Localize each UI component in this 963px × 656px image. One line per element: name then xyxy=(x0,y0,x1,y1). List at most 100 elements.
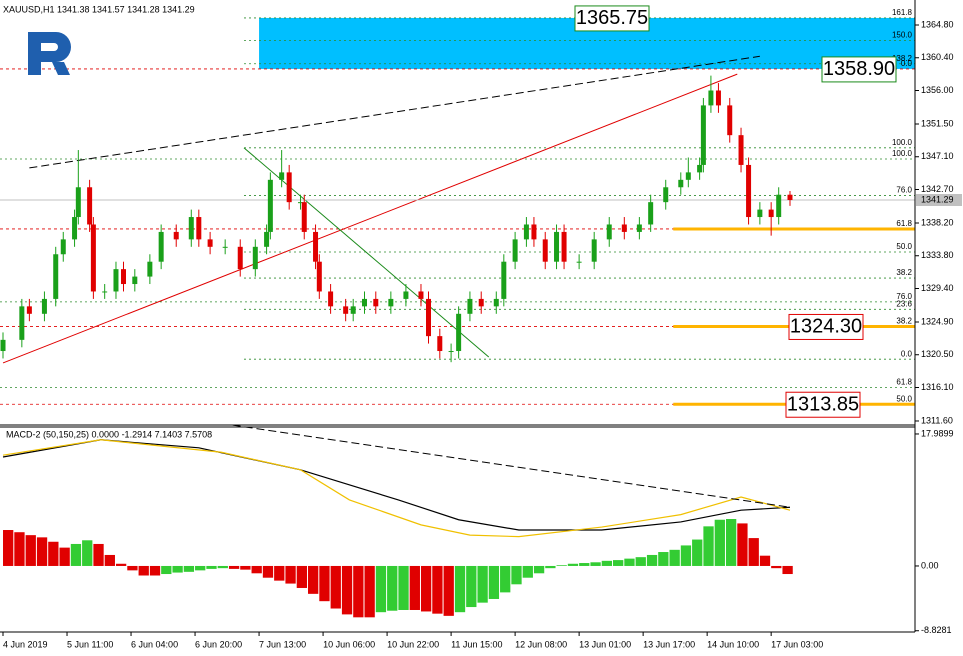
candle-body xyxy=(158,231,164,262)
histogram-bar xyxy=(14,532,25,566)
histogram-bar xyxy=(432,565,443,614)
candle-body xyxy=(621,224,627,232)
candle-body xyxy=(297,202,303,204)
candle-body xyxy=(361,298,367,307)
histogram-bar xyxy=(443,565,454,616)
candle-body xyxy=(787,194,793,200)
candle-body xyxy=(286,172,292,203)
candle-body xyxy=(267,179,273,232)
fib-label: 161.8 xyxy=(892,8,913,17)
x-tick-label: 12 Jun 08:00 xyxy=(515,639,567,649)
candle-body xyxy=(132,276,138,285)
histogram-bar xyxy=(375,565,387,613)
price-label-box xyxy=(788,313,864,340)
histogram-bar xyxy=(115,563,127,566)
histogram-bar xyxy=(195,565,206,571)
histogram-bar xyxy=(500,565,511,593)
y-tick-label: 0.00 xyxy=(921,560,939,570)
histogram-bar xyxy=(319,565,330,602)
histogram-bar xyxy=(262,565,274,578)
histogram-bar xyxy=(149,565,161,576)
y-tick-label: 1342.70 xyxy=(921,184,954,194)
histogram-bar xyxy=(646,554,658,566)
candle-body xyxy=(53,254,59,299)
y-tick-label: 17.9899 xyxy=(921,428,954,438)
histogram-bar xyxy=(624,558,635,566)
histogram-bar xyxy=(759,555,771,566)
fib-label: 23.6 xyxy=(896,299,912,308)
candle-body xyxy=(648,202,654,225)
y-tick-label: 1333.80 xyxy=(921,250,954,260)
x-tick-label: 11 Jun 15:00 xyxy=(451,639,502,649)
histogram-bar xyxy=(274,565,285,581)
histogram-bar xyxy=(308,565,319,594)
histogram-bar xyxy=(714,519,725,566)
x-tick-label: 4 Jun 2019 xyxy=(3,639,48,649)
x-tick-label: 7 Jun 13:00 xyxy=(259,639,306,649)
candle-body xyxy=(448,351,454,353)
candle-body xyxy=(316,261,322,292)
candle-body xyxy=(173,231,179,240)
candle-body xyxy=(523,224,529,240)
logo xyxy=(28,32,71,75)
price-label-box xyxy=(574,5,650,32)
fib-label: 0.0 xyxy=(901,59,913,68)
histogram-bar xyxy=(3,530,14,566)
histogram-bar xyxy=(703,526,714,566)
candle-body xyxy=(437,336,443,352)
candle-body xyxy=(715,90,721,106)
histogram-bar xyxy=(420,565,432,612)
histogram-bar xyxy=(669,549,680,566)
histogram-bar xyxy=(579,563,590,566)
fib-label: 138.2 xyxy=(892,54,913,63)
histogram-bar xyxy=(172,565,183,573)
histogram-bar xyxy=(590,562,601,566)
candle-body xyxy=(41,298,47,314)
fib-label: 100.0 xyxy=(892,149,913,158)
histogram-bar xyxy=(477,565,488,603)
candle-body xyxy=(121,269,127,285)
y-tick-label: 1338.20 xyxy=(921,217,954,227)
histogram-bar xyxy=(70,543,82,566)
histogram-bar xyxy=(725,519,737,566)
fib-label: 100.0 xyxy=(892,138,913,147)
histogram-bar xyxy=(341,565,353,615)
y-tick-label: 1364.80 xyxy=(921,19,954,29)
candle-body xyxy=(531,224,537,240)
candle-body xyxy=(90,224,96,292)
candle-body xyxy=(576,261,582,263)
histogram-bar xyxy=(398,565,409,610)
candle-body xyxy=(456,313,462,352)
candle-body xyxy=(727,105,733,136)
y-tick-label: 1324.90 xyxy=(921,316,954,326)
candle-body xyxy=(738,135,744,165)
histogram-bar xyxy=(36,537,48,566)
macd-line xyxy=(2,439,791,538)
macd-line xyxy=(2,439,791,531)
y-tick-label: 1347.10 xyxy=(921,151,954,161)
candle-body xyxy=(313,231,319,262)
candle-body xyxy=(478,298,484,307)
candle-body xyxy=(554,231,560,262)
candle-body xyxy=(636,224,642,232)
histogram-bar xyxy=(138,565,149,576)
candle-body xyxy=(373,298,379,307)
logo-leg xyxy=(52,62,70,75)
histogram-bar xyxy=(93,543,104,566)
candle-body xyxy=(207,239,213,247)
histogram-bar xyxy=(296,565,308,588)
candle-body xyxy=(591,239,597,262)
histogram-bar xyxy=(771,565,782,569)
histogram-bar xyxy=(104,554,115,566)
candle-body xyxy=(188,217,194,240)
histogram-bar xyxy=(635,557,646,566)
histogram-bar xyxy=(251,565,262,574)
histogram-bar xyxy=(601,560,613,566)
histogram-bar xyxy=(613,560,624,566)
y-tick-label: 1311.60 xyxy=(921,415,953,425)
candle-body xyxy=(147,261,153,277)
fib-label: 61.8 xyxy=(896,219,912,228)
histogram-bar xyxy=(59,547,70,566)
